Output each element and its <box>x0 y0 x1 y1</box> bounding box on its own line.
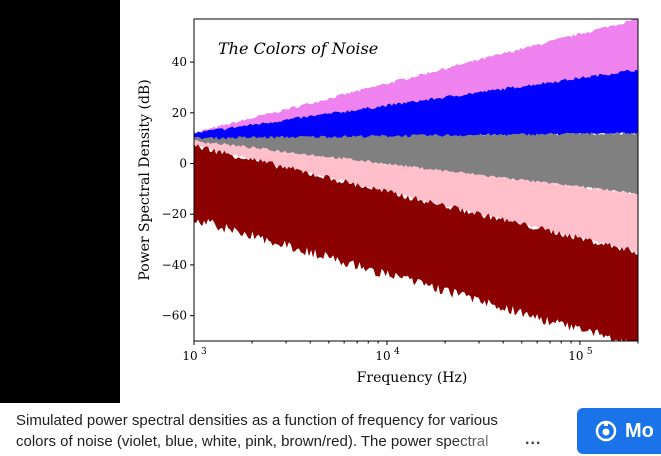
noise-band-2 <box>194 131 638 195</box>
x-tick-exponent: 4 <box>394 347 400 357</box>
y-tick-label: 20 <box>172 106 187 120</box>
lens-icon <box>595 420 617 442</box>
y-axis-label: Power Spectral Density (dB) <box>137 79 153 280</box>
x-tick-exponent: 3 <box>201 347 207 357</box>
left-black-bar <box>0 0 120 403</box>
plot-frame <box>193 18 639 342</box>
x-tick-label: 10 <box>182 349 197 363</box>
image-caption: Simulated power spectral densities as a … <box>16 410 552 452</box>
chart-title: The Colors of Noise <box>218 39 378 58</box>
y-tick-label: −20 <box>162 207 187 221</box>
y-tick-label: 40 <box>172 55 187 69</box>
more-button[interactable]: Mo <box>577 408 661 454</box>
x-tick-label: 10 <box>568 349 583 363</box>
y-tick-label: 0 <box>179 157 187 171</box>
noise-band-4 <box>194 144 638 341</box>
caption-line-1: Simulated power spectral densities as a … <box>16 412 498 429</box>
caption-line-2: colors of noise (violet, blue, white, pi… <box>16 433 489 450</box>
x-tick-exponent: 5 <box>587 347 593 357</box>
noise-band-0 <box>194 19 638 144</box>
noise-band-1 <box>194 69 638 144</box>
x-tick-label: 10 <box>375 349 390 363</box>
noise-psd-chart: The Colors of Noise 40 20 0 −20 −40 −60 10 3 10… <box>137 18 639 386</box>
more-button-label: Mo <box>625 419 654 442</box>
more-caption-ellipsis[interactable]: ... <box>525 431 542 448</box>
y-tick-label: −40 <box>162 258 187 272</box>
image-preview[interactable]: The Colors of Noise 40 20 0 −20 −40 −60 10 3 10… <box>120 0 661 403</box>
x-axis-label: Frequency (Hz) <box>357 370 468 386</box>
y-tick-label: −60 <box>162 309 187 323</box>
